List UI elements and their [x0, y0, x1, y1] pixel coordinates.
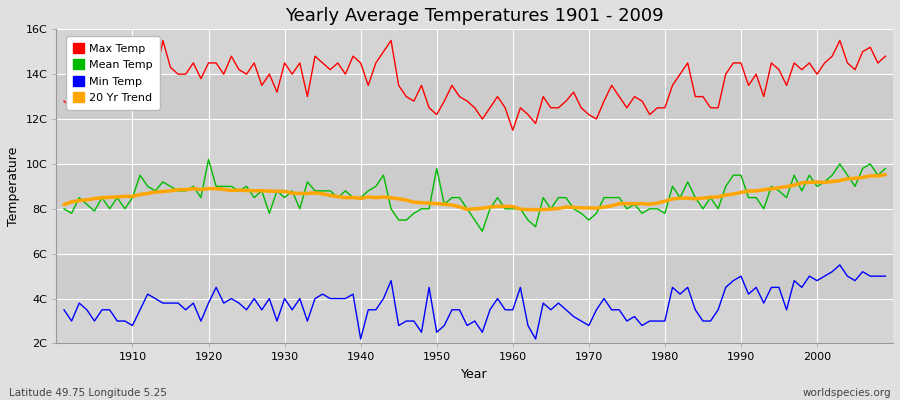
Y-axis label: Temperature: Temperature	[7, 147, 20, 226]
Bar	[57, 119, 893, 164]
Bar	[57, 74, 893, 119]
Text: worldspecies.org: worldspecies.org	[803, 388, 891, 398]
X-axis label: Year: Year	[462, 368, 488, 381]
Bar	[57, 29, 893, 74]
Bar	[57, 298, 893, 344]
Legend: Max Temp, Mean Temp, Min Temp, 20 Yr Trend: Max Temp, Mean Temp, Min Temp, 20 Yr Tre…	[66, 36, 160, 110]
Title: Yearly Average Temperatures 1901 - 2009: Yearly Average Temperatures 1901 - 2009	[285, 7, 664, 25]
Bar	[57, 209, 893, 254]
Text: Latitude 49.75 Longitude 5.25: Latitude 49.75 Longitude 5.25	[9, 388, 166, 398]
Bar	[57, 164, 893, 209]
Bar	[57, 254, 893, 298]
